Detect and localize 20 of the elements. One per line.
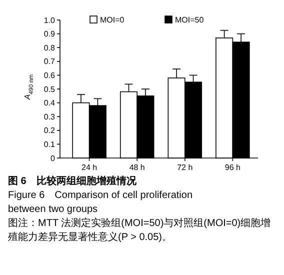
legend-label: MOI=0 [100,16,125,24]
y-tick-label: 0.4 [44,98,56,108]
y-tick-label: 0 [50,154,56,163]
y-tick-label: 0.5 [44,84,56,94]
y-tick-label: 0.6 [44,71,56,80]
x-tick-label: 72 h [177,163,193,172]
y-tick-label: 1.0 [44,16,56,25]
y-tick-label: 0.1 [44,140,56,149]
legend-label: MOI=50 [175,16,204,24]
text: Figure 6 Comparison of cell proliferation between two groups [8,190,193,215]
y-tick-label: 0.3 [44,112,56,122]
x-tick-label: 48 h [129,163,145,172]
y-tick-label: 0.2 [44,126,56,136]
text: 图 6 比较两组细胞增殖情况 [8,175,138,187]
y-tick-label: 0.7 [44,57,56,66]
x-tick-label: 24 h [82,163,98,172]
y-tick-label: 0.8 [44,43,56,52]
text: 图注：MTT 法测定实验组(MOI=50)与对照组(MOI=0)细胞增殖能力差异无显著性意义(P > 0.05)。 [8,217,271,243]
x-tick-label: 96 h [224,163,240,172]
y-tick-label: 0.9 [44,30,56,39]
